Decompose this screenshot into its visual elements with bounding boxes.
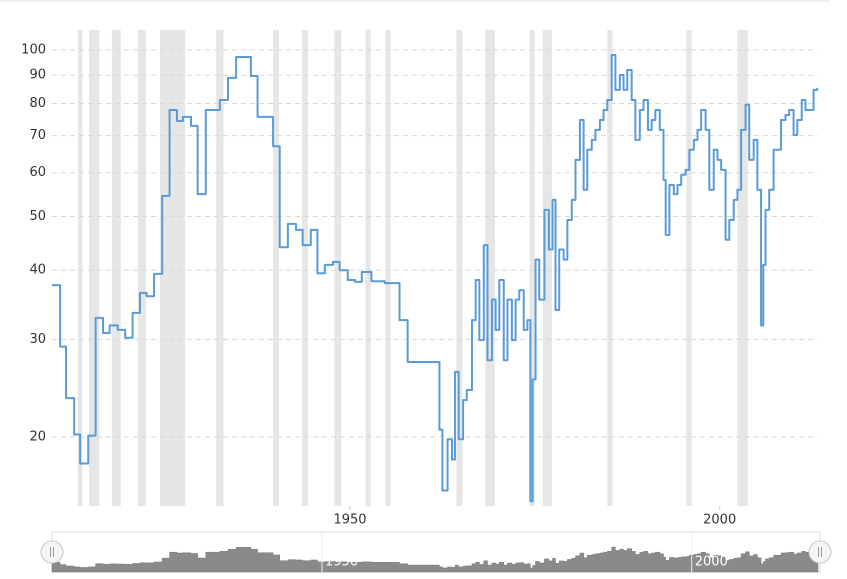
y-tick-label: 30 (29, 332, 46, 347)
x-tick-label: 1950 (333, 513, 366, 528)
recession-band (334, 30, 342, 506)
recession-bands (77, 30, 748, 506)
navigator-handles[interactable] (40, 540, 832, 564)
recession-band (365, 30, 371, 506)
y-tick-label: 90 (29, 68, 46, 83)
grid: 20 30 40 50 60 70 80 90 100 1950 2000 (21, 42, 818, 528)
navigator-tick-label: 2000 (695, 555, 728, 570)
left-handle[interactable] (40, 540, 64, 564)
x-tick-label: 2000 (703, 513, 736, 528)
recession-band (301, 30, 308, 506)
recession-band (159, 30, 186, 506)
recession-band (273, 30, 279, 506)
recession-band (216, 30, 224, 506)
recession-band (385, 30, 391, 506)
navigator[interactable]: 1950 2000 (51, 531, 821, 573)
y-tick-label: 20 (29, 429, 46, 444)
recession-band (485, 30, 495, 506)
navigator-area (51, 546, 819, 573)
recession-band (542, 30, 552, 506)
y-tick-label: 70 (29, 128, 46, 143)
navigator-tick-label: 1950 (325, 555, 358, 570)
recession-band (686, 30, 692, 506)
recession-band (607, 30, 613, 506)
recession-band (111, 30, 121, 506)
recession-band (88, 30, 100, 506)
y-tick-label: 50 (29, 209, 46, 224)
y-tick-label: 80 (29, 96, 46, 111)
right-handle[interactable] (808, 540, 832, 564)
recession-band (77, 30, 83, 506)
y-tick-label: 60 (29, 165, 46, 180)
recession-band (737, 30, 748, 506)
price-line (52, 54, 819, 503)
recession-band (137, 30, 146, 506)
recession-band (529, 30, 535, 506)
y-tick-label: 100 (21, 42, 46, 57)
plot (52, 54, 819, 503)
y-tick-label: 40 (29, 263, 46, 278)
recession-band (456, 30, 463, 506)
